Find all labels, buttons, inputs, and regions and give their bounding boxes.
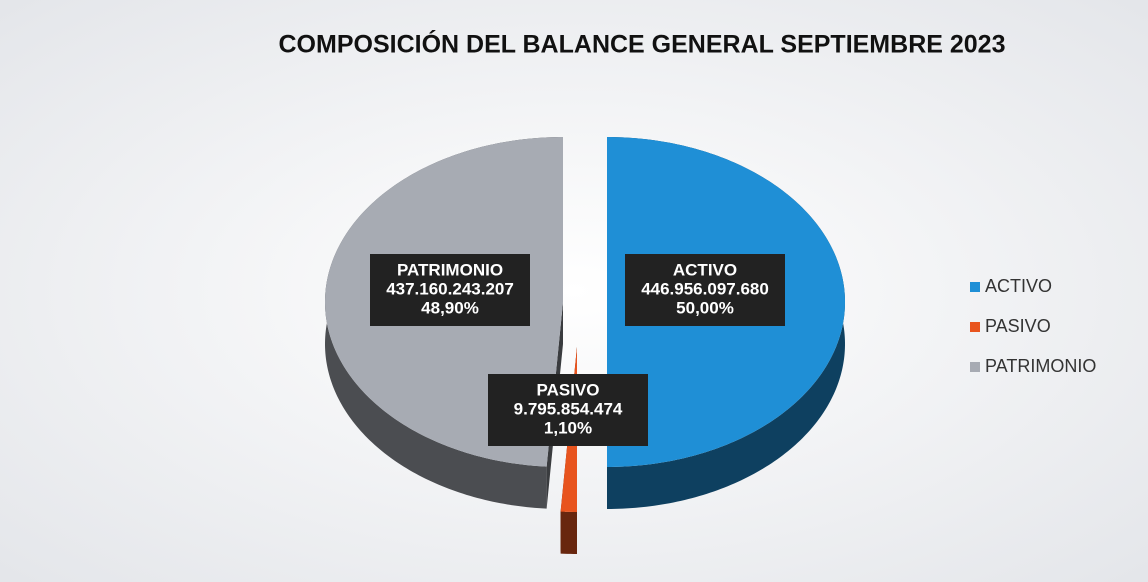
slice-side [560, 511, 577, 554]
chart-title: COMPOSICIÓN DEL BALANCE GENERAL SEPTIEMB… [279, 29, 1006, 59]
legend-swatch [970, 282, 980, 292]
label-percent: 48,90% [421, 298, 479, 317]
label-value: 446.956.097.680 [641, 279, 769, 298]
legend-label: ACTIVO [985, 276, 1052, 296]
label-box [370, 254, 530, 326]
label-value: 437.160.243.207 [386, 279, 514, 298]
label-category: PATRIMONIO [397, 260, 503, 279]
label-box [625, 254, 785, 326]
legend-swatch [970, 322, 980, 332]
label-box [488, 374, 648, 446]
label-category: PASIVO [537, 380, 600, 399]
label-percent: 50,00% [676, 298, 734, 317]
legend: ACTIVO PASIVO PATRIMONIO [970, 276, 1096, 376]
label-value: 9.795.854.474 [514, 399, 623, 418]
legend-label: PATRIMONIO [985, 356, 1096, 376]
legend-label: PASIVO [985, 316, 1051, 336]
label-percent: 1,10% [544, 418, 592, 437]
label-category: ACTIVO [673, 260, 737, 279]
legend-swatch [970, 362, 980, 372]
